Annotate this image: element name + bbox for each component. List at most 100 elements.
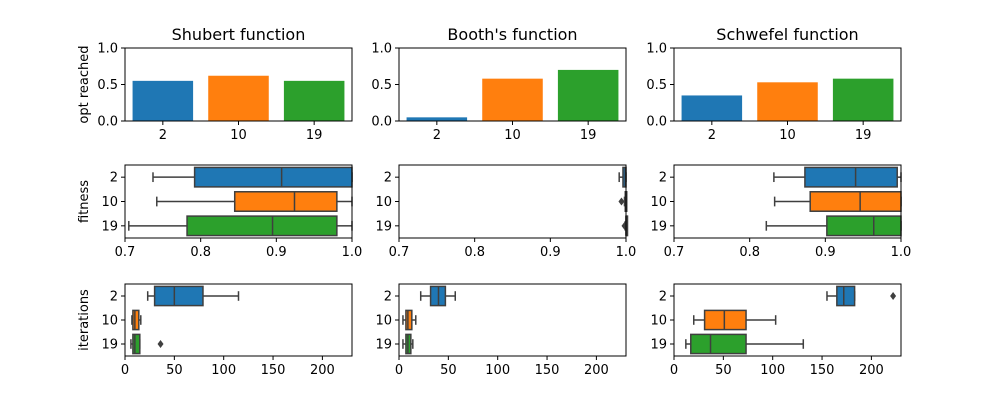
y-tick-label: 19 (101, 219, 118, 234)
x-tick-label: 200 (584, 363, 609, 378)
panel-booth-opt (395, 47, 627, 125)
y-tick-label: 10 (375, 314, 392, 329)
y-tick-label: 19 (375, 338, 392, 353)
axes-frame (124, 47, 353, 122)
panel-title: Shubert function (172, 25, 306, 44)
x-tick-label: 0.9 (540, 245, 561, 260)
axes-frame (673, 47, 902, 122)
y-tick-label: 0.0 (371, 115, 392, 130)
box-10 (405, 309, 413, 331)
y-tick-label: 0.0 (97, 115, 118, 130)
x-tick-label: 1.0 (616, 245, 637, 260)
x-tick-label: 2 (159, 128, 167, 143)
flier-point (890, 292, 897, 300)
panel-schwefel-opt (670, 47, 902, 125)
x-tick-label: 150 (810, 363, 835, 378)
x-tick-label: 0 (121, 363, 129, 378)
box-2 (153, 285, 204, 307)
y-tick-label: 0.0 (646, 115, 667, 130)
x-tick-label: 1.0 (342, 245, 363, 260)
box-2 (836, 285, 856, 307)
y-tick-label: 19 (650, 338, 667, 353)
x-tick-label: 0.7 (115, 245, 136, 260)
y-tick-label: 19 (375, 219, 392, 234)
y-tick-label: 1.0 (646, 42, 667, 57)
box-19 (826, 215, 902, 237)
x-tick-label: 50 (166, 363, 183, 378)
panel-title: Booth's function (447, 25, 577, 44)
bar-10 (482, 78, 543, 121)
box-2 (804, 166, 898, 188)
box-10 (233, 191, 338, 212)
axes-frame (398, 283, 627, 357)
bar-2 (406, 117, 468, 121)
x-tick-label: 0.9 (266, 245, 287, 260)
x-tick-label: 19 (580, 128, 597, 143)
y-tick-label: 2 (659, 171, 667, 186)
y-tick-label: 10 (650, 314, 667, 329)
flier-point (157, 340, 164, 348)
y-tick-label: 0.5 (646, 78, 667, 93)
box-19 (132, 333, 141, 355)
y-tick-label: 2 (384, 171, 392, 186)
y-axis-label: iterations (77, 289, 92, 351)
panel-booth-fitness (395, 164, 629, 242)
x-tick-label: 50 (440, 363, 457, 378)
axes-frame (673, 283, 902, 357)
x-tick-label: 150 (535, 363, 560, 378)
axes-frame (398, 164, 627, 239)
box-10 (809, 191, 902, 212)
y-axis-label: opt reached (77, 45, 92, 123)
panel-booth-iterations (395, 283, 627, 360)
y-tick-label: 10 (101, 314, 118, 329)
x-tick-label: 10 (230, 128, 247, 143)
bar-19 (283, 80, 345, 121)
y-tick-label: 1.0 (97, 42, 118, 57)
y-tick-label: 1.0 (371, 42, 392, 57)
panel-schwefel-iterations (670, 283, 902, 360)
panel-shubert-opt (121, 47, 353, 125)
bar-19 (557, 69, 619, 121)
x-tick-label: 0.7 (664, 245, 685, 260)
x-tick-label: 19 (306, 128, 323, 143)
x-tick-label: 0.8 (464, 245, 485, 260)
x-tick-label: 0.7 (389, 245, 410, 260)
axes-frame (124, 283, 353, 357)
x-tick-label: 200 (859, 363, 884, 378)
y-axis-label: fitness (77, 180, 92, 223)
x-tick-label: 200 (310, 363, 335, 378)
x-tick-label: 50 (715, 363, 732, 378)
box-10 (132, 309, 140, 331)
panel-schwefel-fitness (670, 164, 902, 242)
flier-point (618, 197, 625, 206)
x-tick-label: 100 (211, 363, 236, 378)
x-tick-label: 10 (504, 128, 521, 143)
axes-frame (398, 47, 627, 122)
y-tick-label: 0.5 (371, 78, 392, 93)
axes-frame (124, 164, 353, 239)
bar-10 (208, 75, 269, 121)
y-tick-label: 19 (650, 219, 667, 234)
x-tick-label: 0 (395, 363, 403, 378)
x-tick-label: 19 (855, 128, 872, 143)
y-tick-label: 10 (101, 195, 118, 210)
y-tick-label: 2 (110, 171, 118, 186)
y-tick-label: 19 (101, 338, 118, 353)
bar-19 (832, 78, 894, 121)
y-tick-label: 2 (659, 290, 667, 305)
axes-frame (673, 164, 902, 239)
x-tick-label: 10 (779, 128, 796, 143)
y-tick-label: 2 (384, 290, 392, 305)
x-tick-label: 100 (760, 363, 785, 378)
y-tick-label: 0.5 (97, 78, 118, 93)
y-tick-label: 2 (110, 290, 118, 305)
panel-title: Schwefel function (716, 25, 858, 44)
x-tick-label: 0.8 (739, 245, 760, 260)
x-tick-label: 0.9 (815, 245, 836, 260)
box-2 (193, 166, 353, 188)
y-tick-label: 10 (650, 195, 667, 210)
box-19 (186, 215, 338, 237)
x-tick-label: 1.0 (891, 245, 912, 260)
x-tick-label: 0.8 (190, 245, 211, 260)
